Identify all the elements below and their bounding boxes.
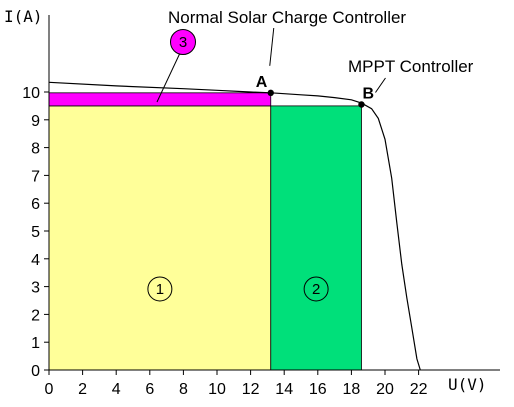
y-tick-label: 3 — [31, 280, 40, 297]
point-B-leader — [375, 77, 386, 93]
point-A-annotation: Normal Solar Charge Controller — [168, 8, 406, 27]
annotation-layer: Normal Solar Charge Controller MPPT Contr… — [156, 8, 474, 103]
region-2-area — [270, 105, 362, 371]
y-tick-label: 10 — [22, 85, 40, 102]
y-tick-label: 9 — [31, 113, 40, 130]
x-axis-title: U(V) — [448, 375, 487, 394]
region-2-marker — [303, 276, 329, 302]
x-tick-label: 4 — [112, 381, 121, 398]
x-tick-label: 16 — [309, 381, 327, 398]
x-tick-label: 20 — [376, 381, 394, 398]
x-tick-label: 2 — [78, 381, 87, 398]
x-tick-label: 8 — [179, 381, 188, 398]
x-tick-label: 14 — [275, 381, 293, 398]
point-B-label: B — [362, 86, 374, 103]
region-3-marker — [170, 29, 196, 55]
region-2-label: 2 — [312, 281, 320, 298]
y-tick-label: 6 — [31, 196, 40, 213]
region-3-leader — [156, 52, 181, 103]
y-tick-label: 7 — [31, 168, 40, 185]
y-tick-label: 0 — [31, 363, 40, 380]
y-axis-title: I(A) — [4, 7, 43, 26]
x-tick-label: 22 — [410, 381, 428, 398]
point-B-marker — [358, 101, 365, 108]
y-tick-label: 1 — [31, 335, 40, 352]
axes-layer — [48, 15, 500, 371]
y-tick-label: 4 — [31, 252, 40, 269]
curve-layer — [48, 81, 421, 371]
point-B-annotation: MPPT Controller — [348, 57, 474, 76]
y-tick-label: 2 — [31, 307, 40, 324]
point-A-label: A — [256, 74, 268, 91]
x-tick-label: 18 — [343, 381, 361, 398]
region-1-area — [48, 105, 272, 371]
x-tick-label: 12 — [242, 381, 260, 398]
point-A-leader — [269, 27, 275, 66]
iv-curve-line — [48, 81, 421, 371]
region-1-label: 1 — [156, 281, 164, 298]
y-tick-label: 5 — [31, 224, 40, 241]
region-1-marker — [147, 276, 173, 302]
x-tick-label: 6 — [145, 381, 154, 398]
y-tick-label: 8 — [31, 141, 40, 158]
x-tick-label: 0 — [45, 381, 54, 398]
points-layer: AB — [256, 74, 374, 108]
region-3-label: 3 — [179, 34, 187, 51]
point-A-marker — [267, 89, 274, 97]
x-tick-label: 10 — [208, 381, 226, 398]
